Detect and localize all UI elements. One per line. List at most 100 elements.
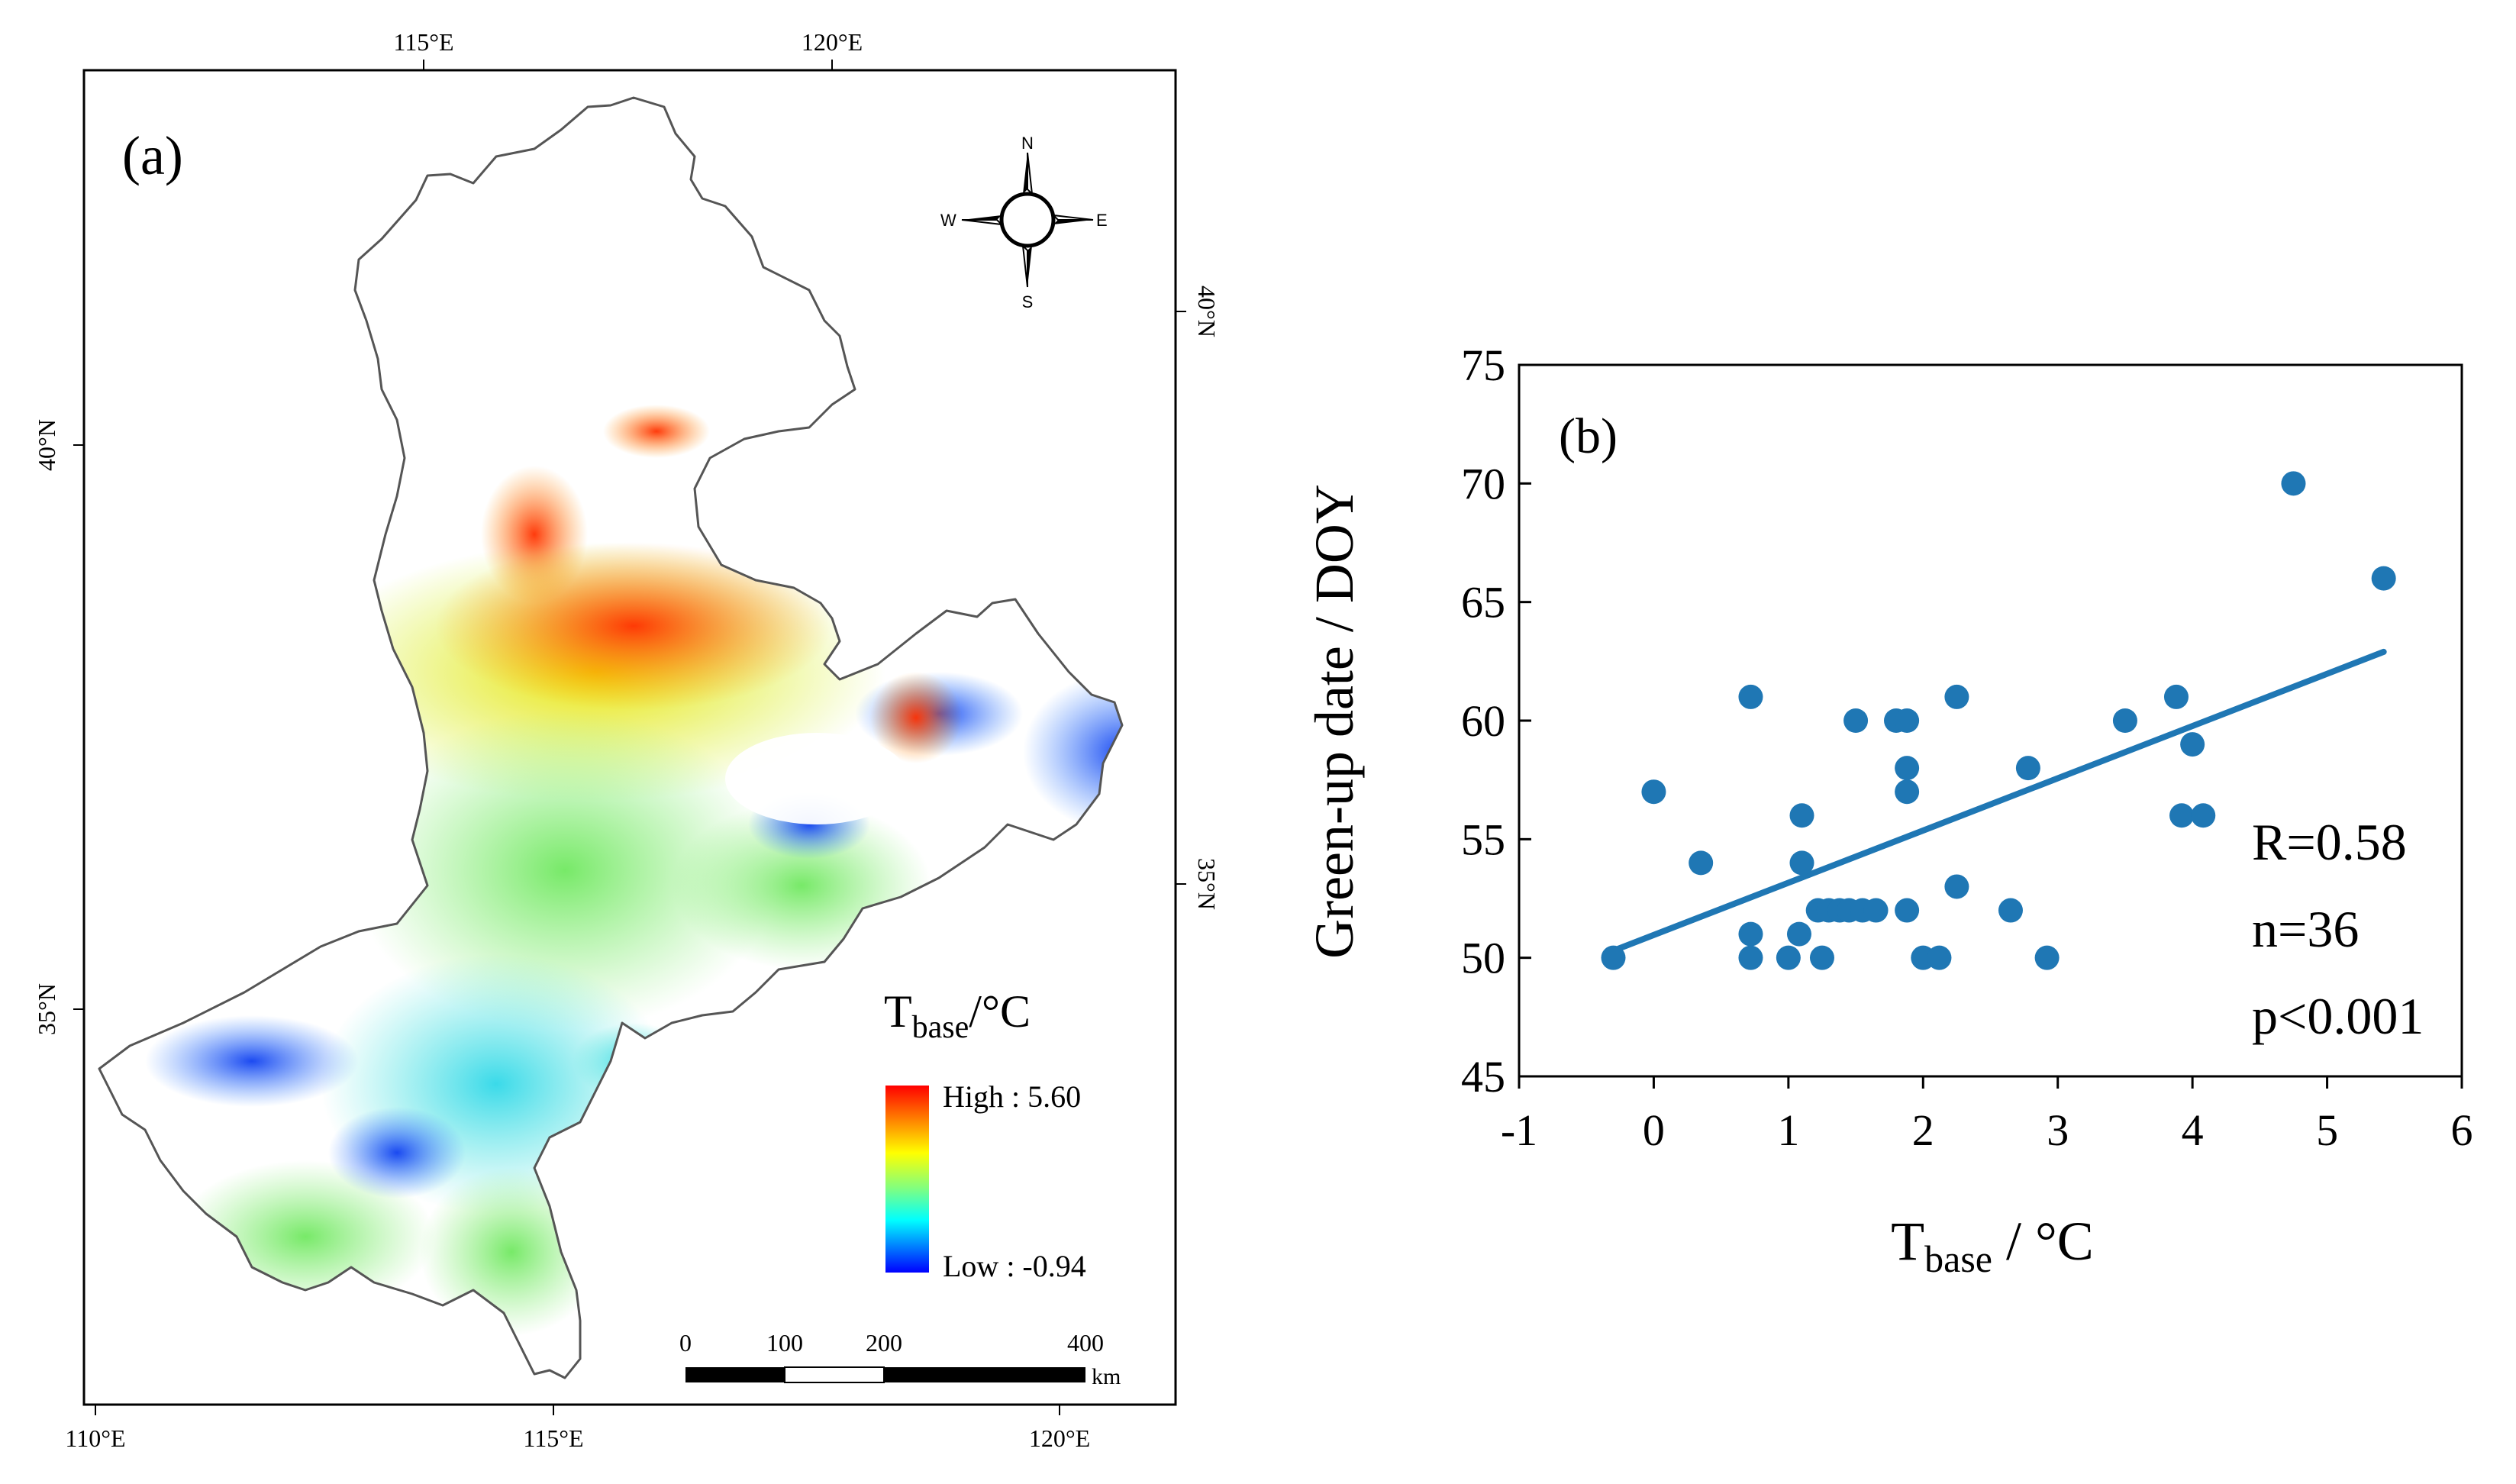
scatter-point <box>1789 803 1814 828</box>
x-tick-label: 3 <box>2047 1105 2069 1155</box>
scatter-point <box>1998 898 2023 923</box>
raster-patch <box>603 405 710 458</box>
raster-patch <box>1023 672 1122 832</box>
y-tick-label: 50 <box>1461 934 1505 983</box>
y-tick-label: 75 <box>1461 340 1505 390</box>
scatter-point <box>1738 684 1763 709</box>
scale-unit-label: km <box>1092 1364 1121 1389</box>
y-tick-label: 70 <box>1461 459 1505 508</box>
scatter-point <box>1863 898 1889 923</box>
y-tick-label: 60 <box>1461 696 1505 746</box>
left-lat-tick-label: 35°N <box>33 983 60 1035</box>
scatter-point <box>1786 921 1811 947</box>
legend-low-label: Low : -0.94 <box>943 1249 1086 1283</box>
scatter-point <box>2034 945 2060 970</box>
compass-south-point <box>1027 246 1032 287</box>
annotation-r: R=0.58 <box>2252 813 2407 871</box>
compass-east-point <box>1051 214 1094 221</box>
annotation-p: p<0.001 <box>2252 987 2424 1045</box>
scatter-point <box>1776 945 1801 970</box>
x-tick-label: 5 <box>2316 1105 2338 1155</box>
compass-east-point <box>1053 220 1093 224</box>
x-axis-label-main: T <box>1891 1211 1924 1272</box>
legend-title-sub: base <box>912 1010 969 1045</box>
north-arrow-icon: N S E W <box>940 134 1108 311</box>
compass-north-point <box>1023 153 1027 194</box>
x-axis-label-unit: / °C <box>1992 1211 2094 1272</box>
scale-segment <box>685 1367 785 1382</box>
compass-e-label: E <box>1096 211 1108 230</box>
scatter-point <box>2281 471 2306 496</box>
left-lat-tick-label: 40°N <box>33 419 60 471</box>
scatter-point <box>1895 779 1920 805</box>
raster-patch <box>435 542 832 710</box>
compass-ring <box>999 192 1056 248</box>
legend-high-label: High : 5.60 <box>943 1079 1081 1114</box>
raster-patch <box>420 1168 603 1336</box>
panel-a-label: (a) <box>122 125 183 186</box>
scale-tick-label: 400 <box>1067 1329 1104 1357</box>
raster-patch <box>870 672 962 763</box>
y-axis-label: Green-up date / DOY <box>1304 484 1365 959</box>
region-outline <box>98 96 1124 1379</box>
scale-tick-label: 100 <box>766 1329 803 1357</box>
x-axis-label-sub: base <box>1924 1237 1992 1280</box>
map-legend: Tbase/°C High : 5.60 Low : -0.94 <box>884 986 1086 1283</box>
compass-west-point <box>962 215 1002 220</box>
bottom-lon-tick-label: 120°E <box>1029 1424 1090 1452</box>
scale-tick-label: 200 <box>866 1329 902 1357</box>
scatter-point <box>1809 945 1834 970</box>
y-tick-label: 55 <box>1461 815 1505 864</box>
scale-segment <box>784 1366 885 1383</box>
x-axis-ticks: -1 0 1 2 3 4 5 6 <box>1501 1076 2473 1155</box>
scale-tick-label: 0 <box>679 1329 692 1357</box>
regression-line <box>1610 648 2387 954</box>
raster-patch <box>573 1023 695 1099</box>
top-lon-tick-label: 115°E <box>393 28 453 56</box>
scatter-point <box>2169 803 2195 828</box>
scatter-point <box>1895 708 1920 733</box>
scatter-point <box>1944 874 1969 899</box>
y-axis-ticks: 45 50 55 60 65 70 75 <box>1461 340 1531 1102</box>
map-frame <box>82 69 1177 1406</box>
scatter-point <box>1789 850 1814 876</box>
x-axis-label: Tbase / °C <box>1891 1211 2094 1280</box>
scale-bar: 0 100 200 400 km <box>679 1329 1121 1389</box>
compass-n-label: N <box>1021 134 1034 153</box>
scatter-point <box>1927 945 1952 970</box>
x-tick-label: 0 <box>1643 1105 1665 1155</box>
x-tick-label: 6 <box>2451 1105 2473 1155</box>
bottom-lon-tick-label: 110°E <box>65 1424 125 1452</box>
panel-b-label: (b) <box>1559 408 1618 464</box>
raster-patch <box>351 710 779 1031</box>
legend-title-unit: /°C <box>969 986 1031 1037</box>
top-lon-tick-label: 120°E <box>802 28 863 56</box>
scatter-point <box>1641 779 1666 805</box>
tbase-raster <box>145 405 1122 1336</box>
scatter-point <box>1601 945 1626 970</box>
scatter-point <box>2191 803 2216 828</box>
plot-frame <box>1518 363 2463 1078</box>
scatter-point <box>1843 708 1869 733</box>
compass-south-point <box>1021 244 1028 288</box>
scatter-point <box>2163 684 2189 709</box>
compass-north-point <box>1027 152 1034 196</box>
scatter-point <box>1738 921 1763 947</box>
map-panel: 115°E 120°E 110°E 115°E 120°E 40°N 35°N … <box>33 28 1221 1452</box>
compass-s-label: S <box>1022 292 1034 311</box>
x-tick-label: 1 <box>1777 1105 1799 1155</box>
x-tick-label: 4 <box>2182 1105 2204 1155</box>
raster-patch <box>145 1015 359 1107</box>
raster-patch <box>328 1107 466 1198</box>
scatter-point <box>2180 732 2205 757</box>
scatter-point <box>2112 708 2137 733</box>
scatter-point <box>1689 850 1714 876</box>
compass-west-point <box>961 219 1004 226</box>
legend-title-main: T <box>884 986 912 1037</box>
x-tick-label: -1 <box>1501 1105 1537 1155</box>
graticule-ticks <box>73 60 1186 1415</box>
right-lat-tick-label: 35°N <box>1193 858 1221 910</box>
scatter-point <box>2015 756 2040 781</box>
